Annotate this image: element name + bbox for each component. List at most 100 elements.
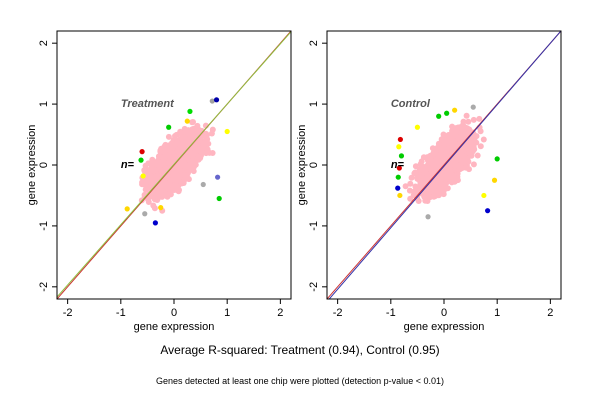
cloud-point xyxy=(165,133,172,140)
highlight-point xyxy=(184,118,190,124)
highlight-point xyxy=(138,157,144,163)
highlight-point xyxy=(139,149,145,155)
cloud-point xyxy=(465,118,472,125)
x-tick-label: -1 xyxy=(386,307,396,319)
cloud-point xyxy=(443,170,450,177)
y-tick-label: -1 xyxy=(38,221,50,231)
cloud-point xyxy=(406,187,413,194)
cloud-point xyxy=(178,145,185,152)
panel-annotation: n= xyxy=(391,159,405,171)
cloud-point xyxy=(209,150,216,156)
cloud-point xyxy=(424,165,431,172)
plot-area xyxy=(57,31,291,299)
x-tick-label: -2 xyxy=(63,307,73,319)
cloud-point xyxy=(141,167,148,174)
cloud-point xyxy=(407,195,414,202)
cloud-point xyxy=(163,151,170,158)
cloud-point xyxy=(189,139,196,145)
highlight-point xyxy=(142,211,148,217)
cloud-point xyxy=(453,162,460,169)
highlight-point xyxy=(216,195,222,202)
highlight-point xyxy=(124,206,130,212)
panel-title: Treatment xyxy=(121,98,175,110)
cloud-point xyxy=(423,177,430,184)
cloud-point xyxy=(466,126,473,133)
cloud-point xyxy=(203,150,210,157)
highlight-point xyxy=(491,177,498,183)
y-tick-label: 1 xyxy=(38,101,50,107)
highlight-point xyxy=(140,173,146,179)
x-tick-label: 1 xyxy=(224,307,230,319)
x-tick-label: 0 xyxy=(171,307,177,319)
cloud-point xyxy=(171,153,178,160)
highlight-point xyxy=(158,205,164,211)
cloud-point xyxy=(209,126,216,133)
cloud-point xyxy=(161,182,168,189)
cloud-point xyxy=(172,133,178,139)
cloud-point xyxy=(152,160,159,167)
x-tick-label: 1 xyxy=(494,307,500,319)
scatter-panel-1: -2 -1 0 1 2 -2 -1 0 1 2 gene expression gene expres… xyxy=(26,30,292,333)
cloud-point xyxy=(468,152,475,159)
cloud-point xyxy=(166,180,173,186)
cloud-point xyxy=(441,156,448,163)
y-tick-label: 2 xyxy=(308,40,320,46)
plot-area xyxy=(327,31,561,299)
cloud-point xyxy=(441,145,448,152)
cloud-point xyxy=(412,169,419,176)
x-tick-label: 2 xyxy=(547,307,553,319)
y-tick-label: 0 xyxy=(308,162,320,168)
footnote-caption: Genes detected at least one chip were pl… xyxy=(156,376,444,386)
x-axis-label: gene expression xyxy=(404,321,485,333)
highlight-point xyxy=(395,174,401,180)
cloud-point xyxy=(462,158,469,165)
cloud-point xyxy=(184,148,191,155)
cloud-point xyxy=(418,172,425,179)
highlight-point xyxy=(396,144,402,150)
cloud-point xyxy=(169,144,176,151)
cloud-point xyxy=(198,145,205,152)
cloud-point xyxy=(162,146,169,153)
cloud-point xyxy=(198,127,205,134)
summary-caption: Average R-squared: Treatment (0.94), Con… xyxy=(160,343,440,357)
highlight-point xyxy=(209,98,215,104)
fit-line-2 xyxy=(57,31,291,298)
cloud-point xyxy=(430,160,437,167)
cloud-point xyxy=(166,158,173,165)
cloud-point xyxy=(458,151,465,158)
cloud-point xyxy=(463,112,470,119)
cloud-point xyxy=(467,144,473,151)
x-tick-label: 2 xyxy=(277,307,283,319)
cloud-point xyxy=(189,152,196,159)
highlight-point xyxy=(200,181,206,188)
cloud-point xyxy=(455,134,462,141)
cloud-point xyxy=(448,179,455,186)
cloud-point xyxy=(460,118,467,125)
cloud-point xyxy=(459,126,466,133)
highlight-point xyxy=(481,192,487,199)
cloud-point xyxy=(189,126,196,133)
cloud-point xyxy=(425,156,432,163)
cloud-point xyxy=(417,178,424,185)
cloud-point xyxy=(189,119,196,126)
cloud-point xyxy=(407,180,414,187)
highlight-point xyxy=(213,97,220,103)
highlight-point xyxy=(215,174,221,180)
cloud-point xyxy=(193,146,200,153)
cloud-point xyxy=(402,183,409,190)
highlight-point xyxy=(166,124,172,130)
cloud-point xyxy=(152,167,159,174)
cloud-point xyxy=(180,136,187,143)
cloud-point xyxy=(450,173,457,180)
cloud-point xyxy=(184,136,191,143)
cloud-point xyxy=(161,191,168,198)
cloud-point xyxy=(147,176,153,183)
x-tick-label: -2 xyxy=(333,307,343,319)
x-tick-label: 0 xyxy=(441,307,447,319)
cloud-point xyxy=(477,143,484,150)
cloud-point xyxy=(420,154,427,161)
highlight-point xyxy=(436,113,442,119)
cloud-point xyxy=(171,176,178,183)
cloud-point xyxy=(154,193,161,200)
cloud-point xyxy=(181,172,188,179)
